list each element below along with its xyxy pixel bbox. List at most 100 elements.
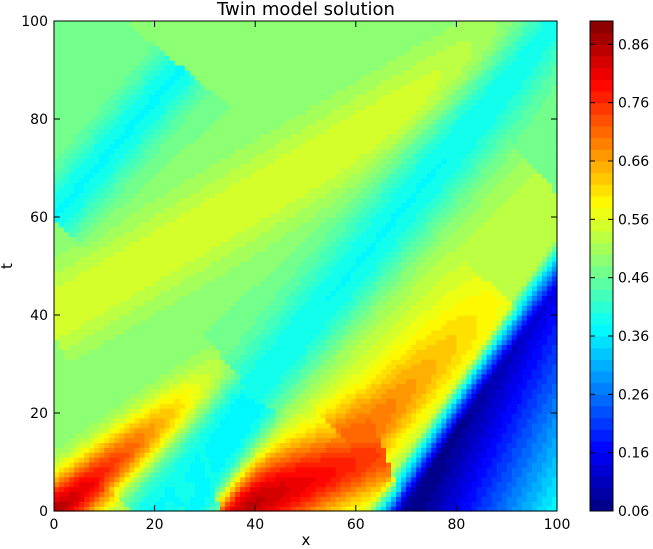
contour-cell bbox=[345, 280, 352, 287]
contour-cell bbox=[426, 354, 432, 360]
contour-cell bbox=[225, 432, 231, 439]
contour-cell bbox=[441, 383, 447, 390]
contour-cell bbox=[280, 501, 286, 507]
contour-cell bbox=[421, 378, 427, 385]
contour-cell bbox=[375, 354, 382, 360]
contour-cell bbox=[219, 491, 226, 497]
contour-cell bbox=[476, 398, 483, 404]
contour-cell bbox=[436, 432, 442, 439]
contour-cell bbox=[315, 305, 322, 311]
contour-cell bbox=[391, 457, 397, 463]
contour-cell bbox=[421, 344, 427, 350]
contour-cell bbox=[235, 329, 241, 336]
contour-cell bbox=[486, 310, 493, 316]
contour-cell bbox=[385, 398, 392, 404]
contour-cell bbox=[526, 471, 533, 478]
contour-cell bbox=[451, 496, 457, 502]
contour-cell bbox=[179, 290, 186, 296]
contour-cell bbox=[275, 383, 281, 390]
contour-cell bbox=[345, 491, 352, 497]
contour-cell bbox=[114, 506, 120, 512]
contour-cell bbox=[139, 408, 146, 414]
contour-cell bbox=[431, 398, 437, 404]
contour-cell bbox=[355, 349, 362, 355]
contour-cell bbox=[511, 275, 518, 282]
contour-cell bbox=[295, 457, 302, 463]
contour-cell bbox=[179, 339, 186, 345]
contour-cell bbox=[174, 368, 181, 375]
contour-cell bbox=[69, 417, 75, 424]
contour-cell bbox=[426, 383, 432, 390]
contour-cell bbox=[456, 491, 463, 497]
contour-cell bbox=[285, 383, 292, 390]
contour-cell bbox=[466, 295, 473, 301]
contour-cell bbox=[531, 334, 538, 341]
contour-cell bbox=[476, 501, 483, 507]
contour-cell bbox=[214, 388, 221, 394]
contour-cell bbox=[245, 305, 251, 311]
contour-cell bbox=[541, 368, 548, 375]
contour-cell bbox=[436, 305, 442, 311]
contour-cell bbox=[225, 315, 231, 321]
contour-cell bbox=[436, 290, 442, 296]
contour-cell bbox=[199, 457, 206, 463]
contour-cell bbox=[184, 393, 191, 399]
contour-cell bbox=[506, 354, 513, 360]
contour-cell bbox=[391, 496, 397, 502]
contour-cell bbox=[486, 388, 493, 394]
contour-cell bbox=[209, 422, 216, 429]
contour-cell bbox=[355, 329, 362, 336]
contour-cell bbox=[169, 305, 176, 311]
contour-cell bbox=[330, 349, 337, 355]
contour-cell bbox=[295, 275, 302, 282]
contour-cell bbox=[225, 364, 231, 370]
contour-cell bbox=[541, 359, 548, 365]
contour-cell bbox=[59, 354, 65, 360]
contour-cell bbox=[340, 501, 347, 507]
contour-cell bbox=[94, 339, 100, 345]
contour-cell bbox=[320, 398, 327, 404]
contour-cell bbox=[189, 408, 196, 414]
contour-cell bbox=[124, 466, 131, 473]
contour-cell bbox=[536, 413, 543, 419]
contour-cell bbox=[240, 398, 246, 404]
contour-cell bbox=[526, 305, 533, 311]
contour-cell bbox=[129, 266, 136, 272]
contour-cell bbox=[295, 506, 302, 512]
contour-cell bbox=[365, 275, 372, 282]
contour-cell bbox=[305, 417, 312, 424]
contour-cell bbox=[380, 344, 387, 350]
contour-cell bbox=[124, 373, 131, 380]
contour-cell bbox=[179, 378, 186, 385]
contour-cell bbox=[280, 378, 286, 385]
contour-cell bbox=[385, 496, 392, 502]
contour-cell bbox=[235, 501, 241, 507]
contour-cell bbox=[526, 270, 533, 277]
contour-cell bbox=[99, 373, 105, 380]
contour-cell bbox=[426, 481, 432, 488]
contour-cell bbox=[345, 344, 352, 350]
contour-cell bbox=[214, 383, 221, 390]
contour-cell bbox=[129, 295, 136, 301]
contour-cell bbox=[260, 486, 266, 492]
contour-cell bbox=[109, 422, 115, 429]
contour-cell bbox=[370, 471, 377, 478]
contour-cell bbox=[184, 452, 191, 458]
contour-cell bbox=[174, 334, 181, 341]
contour-cell bbox=[541, 270, 548, 277]
contour-cell bbox=[551, 457, 558, 463]
contour-cell bbox=[546, 457, 553, 463]
contour-cell bbox=[411, 403, 417, 409]
contour-cell bbox=[511, 373, 518, 380]
contour-cell bbox=[159, 481, 166, 488]
contour-cell bbox=[335, 403, 342, 409]
contour-cell bbox=[295, 471, 302, 478]
contour-cell bbox=[79, 447, 85, 453]
contour-cell bbox=[69, 432, 75, 439]
contour-cell bbox=[310, 349, 317, 355]
contour-cell bbox=[421, 496, 427, 502]
contour-cell bbox=[335, 290, 342, 296]
contour-cell bbox=[406, 437, 412, 443]
contour-cell bbox=[466, 324, 473, 331]
contour-cell bbox=[511, 300, 518, 306]
